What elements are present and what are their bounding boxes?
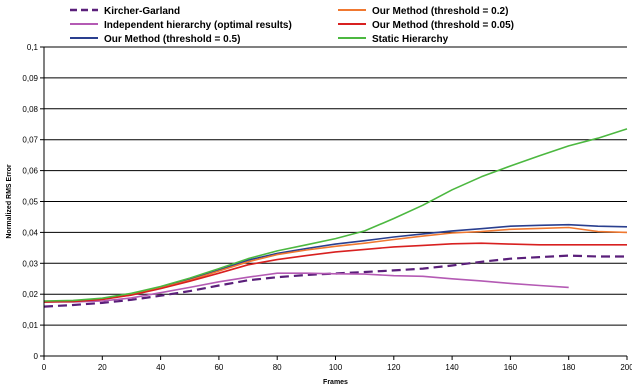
x-tick-label: 60 [214,363,223,372]
series-line-6 [43,128,628,302]
legend-label-5: Our Method (threshold = 0.05) [372,20,514,31]
series-line-2 [44,272,569,303]
y-tick-label: 0,06 [22,167,38,176]
y-tick-label: 0,04 [22,228,38,237]
y-tick-label: 0 [34,352,39,361]
x-tick-label: 100 [329,363,343,372]
y-tick-label: 0,07 [22,136,38,145]
y-tick-label: 0,02 [22,290,38,299]
y-tick-label: 0,09 [22,74,38,83]
x-axis-label: Frames [323,379,348,386]
axes: 0 0,01 0,02 0,03 0,04 0,05 0,06 0,07 0,08 0,09 0,1… [22,43,632,372]
x-tick-label: 20 [98,363,107,372]
y-tick-label: 0,01 [22,321,38,330]
x-tick-label: 140 [445,363,459,372]
legend-label-6: Static Hierarchy [372,34,449,45]
legend-label-4: Our Method (threshold = 0.2) [372,6,508,17]
gridlines [44,46,627,326]
x-tick-label: 200 [620,363,632,372]
x-tick-label: 80 [273,363,282,372]
x-tick-label: 40 [156,363,165,372]
x-tick-label: 180 [562,363,576,372]
y-tick-label: 0,08 [22,105,38,114]
x-tick-label: 120 [387,363,401,372]
y-tick-label: 0,03 [22,259,38,268]
legend-label-3: Our Method (threshold = 0.5) [104,34,240,45]
x-tick-label: 0 [42,363,47,372]
y-tick-label: 0,05 [22,198,38,207]
legend-label-2: Independent hierarchy (optimal results) [104,20,292,31]
y-tick-label: 0,1 [27,43,39,52]
y-axis-label: Normalized RMS Error [6,164,13,239]
x-tick-label: 160 [504,363,518,372]
legend: Kircher-Garland Independent hierarchy (op… [70,6,514,45]
legend-label-1: Kircher-Garland [104,6,180,17]
series-lines [43,128,628,308]
series-line-5 [43,242,627,303]
